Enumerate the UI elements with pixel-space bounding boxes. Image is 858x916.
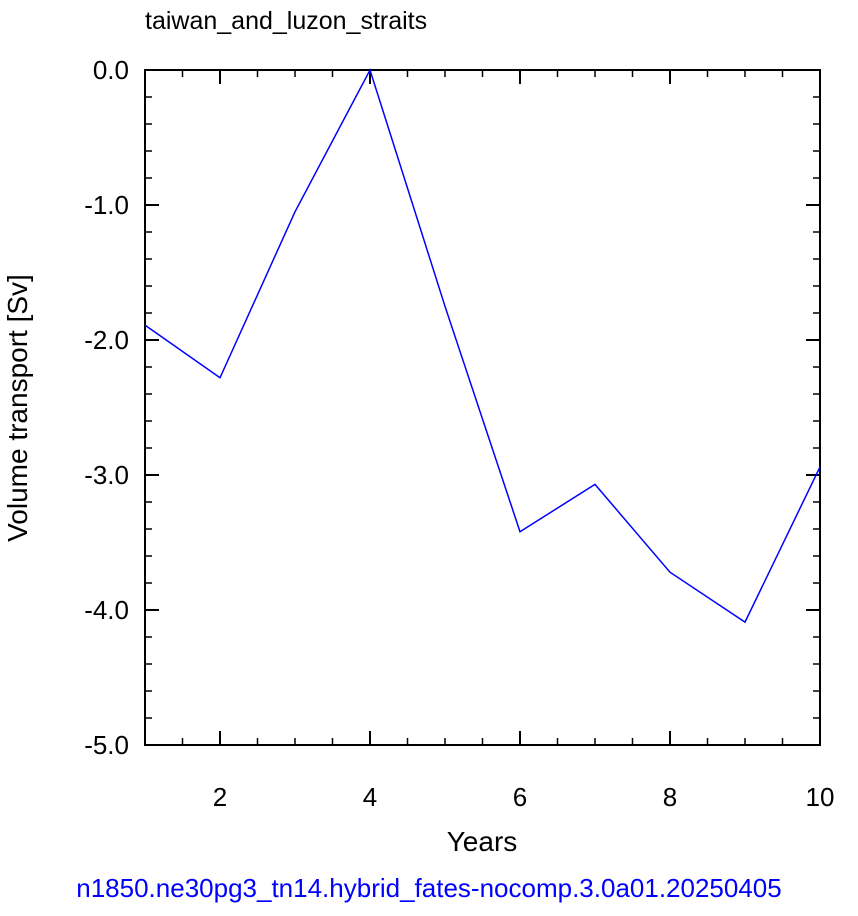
- y-tick-label: -3.0: [84, 460, 129, 490]
- x-tick-label: 10: [806, 782, 835, 812]
- x-tick-label: 2: [213, 782, 227, 812]
- y-tick-label: -1.0: [84, 190, 129, 220]
- plot-axes: 2 4 6 8 10 0.0 -1.0 -2.0 -3.0 -4.0 -5.0: [84, 55, 834, 812]
- y-axis-label: Volume transport [Sv]: [2, 274, 33, 542]
- x-tick-label: 6: [513, 782, 527, 812]
- x-tick-label: 4: [363, 782, 377, 812]
- chart-title: taiwan_and_luzon_straits: [145, 7, 427, 35]
- x-tick-label: 8: [663, 782, 677, 812]
- y-tick-label: -2.0: [84, 325, 129, 355]
- run-id-caption: n1850.ne30pg3_tn14.hybrid_fates-nocomp.3…: [76, 873, 781, 903]
- plot-frame: [145, 70, 820, 745]
- plot-series: [145, 70, 820, 622]
- series-line: [145, 70, 820, 622]
- y-tick-label: 0.0: [93, 55, 129, 85]
- x-axis-label: Years: [447, 826, 518, 857]
- y-tick-label: -5.0: [84, 730, 129, 760]
- y-tick-label: -4.0: [84, 595, 129, 625]
